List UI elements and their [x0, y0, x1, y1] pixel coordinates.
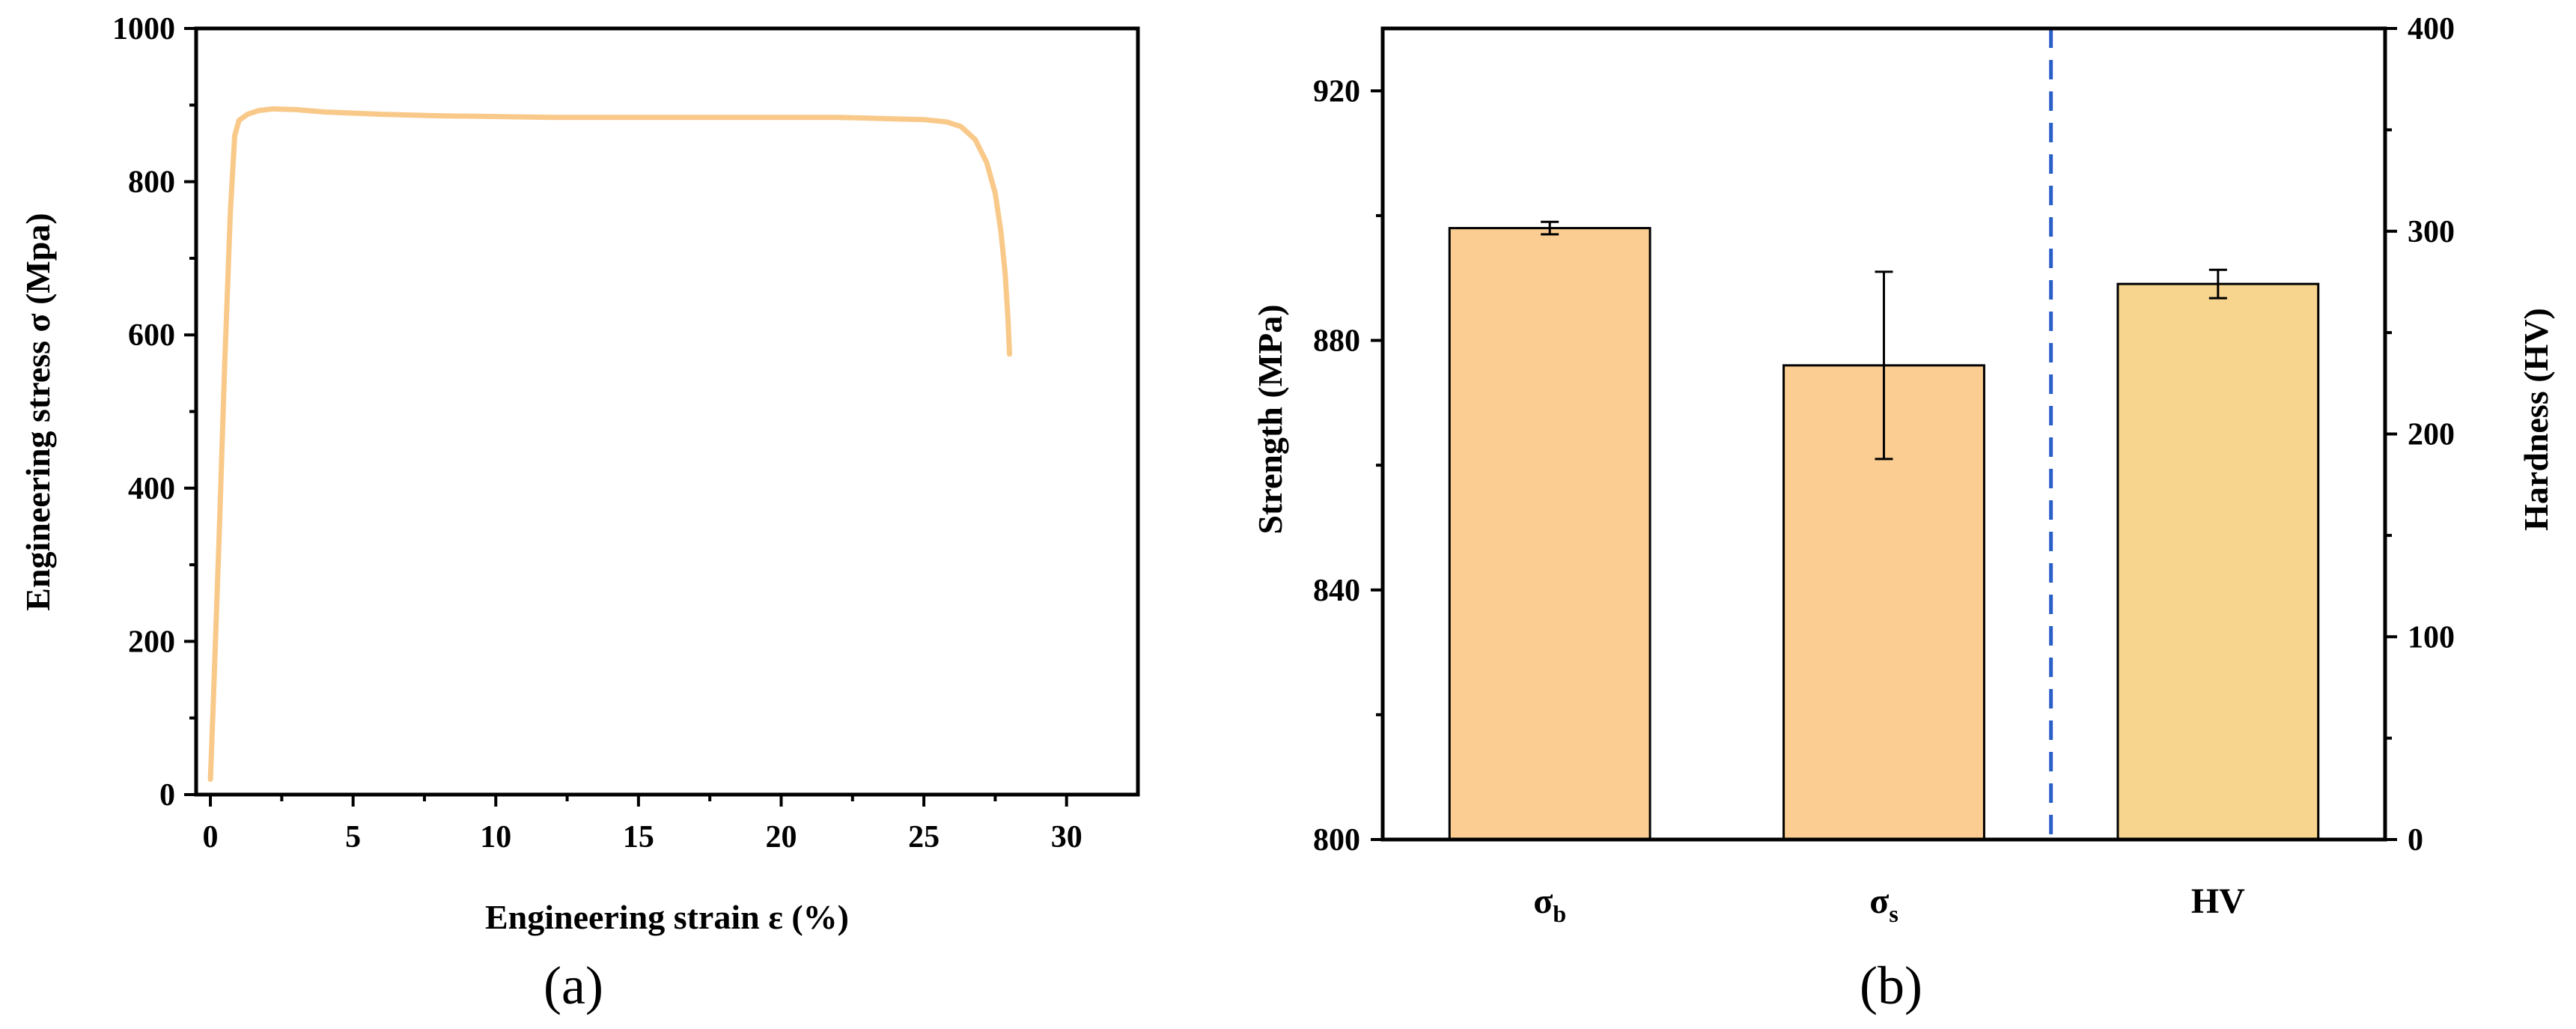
- right-y-tick-label: 100: [2408, 620, 2455, 655]
- panel-b-bar-chart: 800 840 880 920 0 100 200 300 400 Strength (MPa)…: [1251, 12, 2555, 1016]
- y-tick-label: 200: [128, 625, 175, 659]
- y-tick-label: 800: [128, 166, 175, 200]
- stress-strain-curve: [207, 106, 1012, 782]
- x-tick-label: 5: [345, 820, 361, 855]
- panel-a-y-axis-title: Engineering stress σ (Mpa): [19, 213, 57, 610]
- panel-b-right-axis-title: Hardness (HV): [2517, 308, 2555, 531]
- x-tick-label: 0: [203, 820, 219, 855]
- panel-b-left-axis-title: Strength (MPa): [1251, 304, 1289, 534]
- panel-b-ticks: 800 840 880 920 0 100 200 300 400: [1313, 12, 2455, 858]
- panel-b-label: (b): [1860, 956, 1922, 1016]
- x-tick-label: 25: [908, 820, 940, 855]
- panel-a-x-axis-title: Engineering strain ε (%): [485, 898, 849, 936]
- category-label-text: σ: [1869, 881, 1889, 921]
- right-y-tick-label: 400: [2408, 12, 2455, 46]
- x-tick-label: 15: [623, 820, 654, 855]
- x-tick-label: 20: [765, 820, 797, 855]
- y-tick-label: 600: [128, 318, 175, 353]
- panel-b-plot-frame: [1380, 26, 2387, 842]
- category-label-text: σ: [1533, 881, 1553, 921]
- panel-b-bars: [1448, 220, 2320, 841]
- right-y-tick-label: 300: [2408, 215, 2455, 249]
- left-y-tick-label: 800: [1313, 823, 1360, 858]
- panel-b-category-labels: σb σs HV: [1533, 881, 2245, 927]
- panel-a-label: (a): [543, 956, 603, 1016]
- category-label: σb: [1533, 881, 1566, 927]
- category-label: σs: [1869, 881, 1898, 927]
- left-y-tick-label: 880: [1313, 324, 1360, 359]
- category-label: HV: [2191, 881, 2245, 921]
- category-label-text: HV: [2191, 881, 2245, 921]
- category-subscript: s: [1889, 900, 1898, 927]
- y-tick-label: 1000: [112, 12, 175, 46]
- x-tick-label: 30: [1051, 820, 1083, 855]
- right-y-tick-label: 200: [2408, 418, 2455, 452]
- panel-a-plot-frame: [194, 26, 1140, 797]
- left-y-tick-label: 840: [1313, 574, 1360, 608]
- bar: [2116, 282, 2320, 841]
- x-tick-label: 10: [480, 820, 511, 855]
- y-tick-label: 400: [128, 472, 175, 506]
- bar: [1448, 227, 1651, 841]
- right-y-tick-label: 0: [2408, 823, 2423, 858]
- left-y-tick-label: 920: [1313, 74, 1360, 109]
- y-tick-label: 0: [159, 778, 175, 813]
- panel-a-ticks: 0 5 10 15 20 25 30 0 200 400 600 800 1000: [112, 12, 1083, 855]
- category-subscript: b: [1553, 900, 1566, 927]
- panel-a-stress-strain-chart: 0 5 10 15 20 25 30 0 200 400 600 800 1000 Engineerin…: [19, 12, 1140, 1016]
